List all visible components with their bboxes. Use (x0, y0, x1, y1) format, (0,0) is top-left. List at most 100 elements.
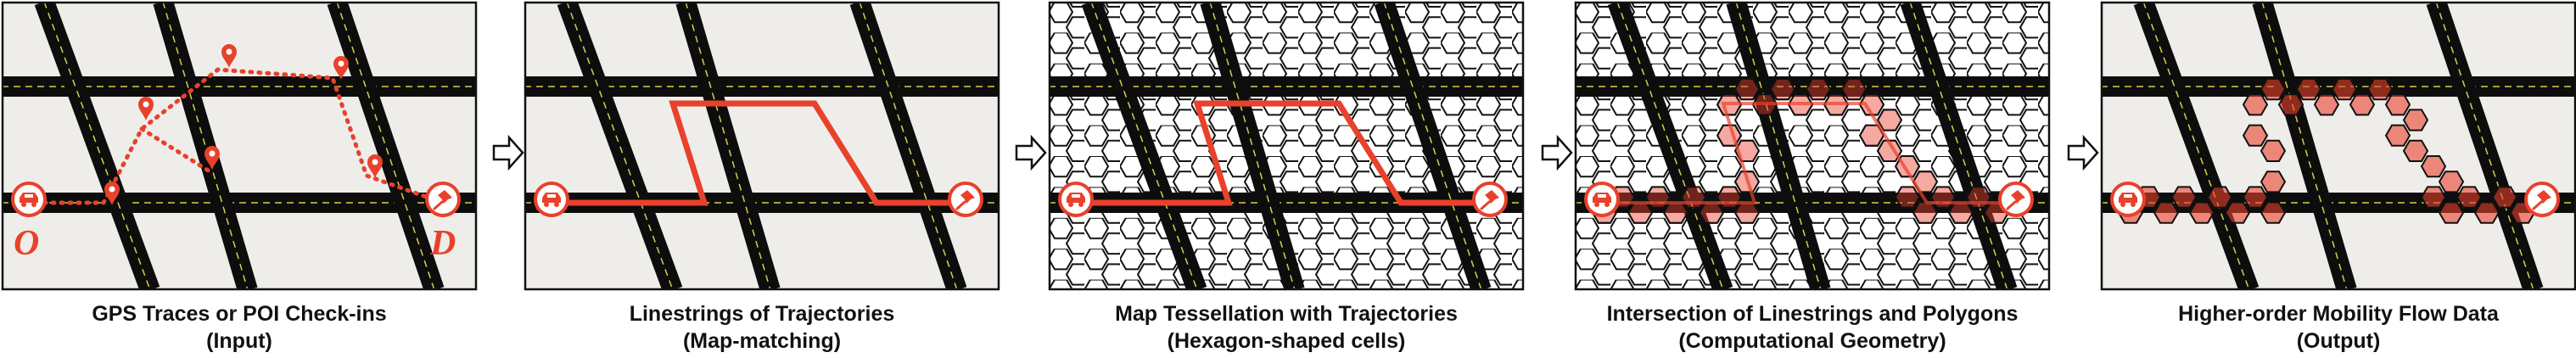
flow-hex-cell (2384, 124, 2411, 147)
flow-hex-cell (2206, 186, 2233, 209)
road-diagonal-right-lane (336, 2, 435, 290)
flow-hex-cell (2473, 201, 2500, 224)
flow-hex-cell (2242, 93, 2269, 116)
destination-label: D (429, 224, 456, 263)
intersected-hex-cell (1876, 109, 1903, 131)
road-diagonal-left-lane (43, 2, 151, 290)
road-diagonal-left-lane (1090, 2, 1198, 290)
road-diagonal-right-lane (1909, 2, 2008, 290)
car-icon (2110, 182, 2146, 217)
panel-frame (2100, 1, 2576, 291)
panel-2 (524, 1, 1000, 291)
gps-trace (25, 67, 445, 205)
intersected-hex-cell (1662, 201, 1689, 224)
origin-label: O (14, 224, 39, 263)
hollow-arrow-icon (1015, 134, 1047, 171)
map-pin-icon (104, 182, 120, 205)
flow-hex-cell (2366, 78, 2394, 101)
trajectory-linestring (1600, 102, 2016, 204)
panel-title: GPS Traces or POI Check-ins (92, 302, 386, 326)
intersected-hex-cell (1769, 78, 1796, 101)
flow-hex-cell (2491, 186, 2518, 209)
flow-hex-cell (2242, 124, 2269, 147)
flow-hex-cell (2402, 109, 2429, 131)
intersected-hex-cell (1627, 201, 1654, 224)
flow-hex-cell (2170, 186, 2198, 209)
intersected-hex-cell (1876, 139, 1903, 162)
flow-hex-cell (2277, 93, 2304, 116)
map-pin-icon (204, 146, 220, 170)
panel-subtitle: (Input) (206, 329, 272, 353)
flow-hex-cell (2420, 186, 2447, 209)
road-diagonal-middle-lane (1209, 2, 1296, 290)
panel-5 (2100, 1, 2576, 291)
intersected-hex-cell (1805, 78, 1832, 101)
map-pin-icon (138, 97, 154, 120)
map-pin-icon (333, 56, 349, 80)
panel-4 (1574, 1, 2051, 291)
intersected-hex-cell (1894, 186, 1921, 209)
panel-subtitle: (Output) (2297, 329, 2381, 353)
panel-title: Linestrings of Trajectories (630, 302, 895, 326)
car-icon (1058, 182, 1094, 217)
intersected-hex-cell (1947, 201, 1974, 224)
panel-title: Map Tessellation with Trajectories (1115, 302, 1458, 326)
hollow-arrow-icon (2067, 134, 2099, 171)
road-diagonal-middle-lane (2261, 2, 2348, 290)
road-diagonal-right-lane (859, 2, 958, 290)
panel-frame (1048, 1, 1525, 291)
car-icon (534, 182, 569, 217)
panel-frame (524, 1, 1000, 291)
intersected-hex-cell (1912, 201, 1939, 224)
car-icon (11, 182, 47, 217)
flow-hex-cell (2402, 139, 2429, 162)
flow-hex-cell (2438, 201, 2465, 224)
flow-hex-cell (2260, 201, 2287, 224)
intersected-hex-cell (1716, 124, 1743, 147)
flow-hex-cell (2420, 155, 2447, 178)
road-diagonal-right-lane (1383, 2, 1482, 290)
flow-hex-cell (2188, 201, 2215, 224)
road-diagonal-left-lane (566, 2, 674, 290)
pushpin-icon (1472, 182, 1508, 217)
panel-subtitle: (Computational Geometry) (1678, 329, 1946, 353)
pushpin-icon (425, 182, 461, 217)
road-diagonal-middle-lane (1735, 2, 1822, 290)
flow-hex-cell (2456, 186, 2483, 209)
panel-subtitle: (Hexagon-shaped cells) (1168, 329, 1406, 353)
intersected-hex-cell (1698, 201, 1725, 224)
panel-title: Intersection of Linestrings and Polygons (1607, 302, 2019, 326)
intersected-hex-cell (1840, 78, 1868, 101)
flow-hex-cell (2349, 93, 2376, 116)
map-pin-icon (367, 154, 383, 178)
panel-3 (1048, 1, 1525, 291)
panel-frame (1574, 1, 2051, 291)
pushpin-icon (948, 182, 983, 217)
panel-frame (1, 1, 478, 291)
trajectory-linestring (550, 100, 966, 206)
flow-hex-cell (2242, 186, 2269, 209)
hollow-arrow-icon (492, 134, 524, 171)
panel-subtitle: (Map-matching) (683, 329, 841, 353)
flow-hex-cell (2153, 201, 2180, 224)
road-diagonal-left-lane (2142, 2, 2250, 290)
flow-hex-cell (2438, 171, 2465, 193)
road-diagonal-middle-lane (162, 2, 249, 290)
hollow-arrow-icon (1541, 134, 1573, 171)
flow-hex-cell (2260, 78, 2287, 101)
gps-trace-branch (139, 126, 212, 174)
panel-title: Higher-order Mobility Flow Data (2178, 302, 2500, 326)
flow-hex-cell (2384, 93, 2411, 116)
map-pin-icon (221, 44, 237, 68)
pushpin-icon (1998, 182, 2034, 217)
flow-hex-cell (2295, 78, 2322, 101)
road-diagonal-right-lane (2435, 2, 2534, 290)
flow-hex-cell (2260, 139, 2287, 162)
intersected-hex-cell (1733, 78, 1761, 101)
trajectory-linestring (1074, 100, 1490, 206)
flow-hex-cell (2313, 93, 2340, 116)
flow-hex-cell (2260, 171, 2287, 193)
road-diagonal-middle-lane (685, 2, 771, 290)
